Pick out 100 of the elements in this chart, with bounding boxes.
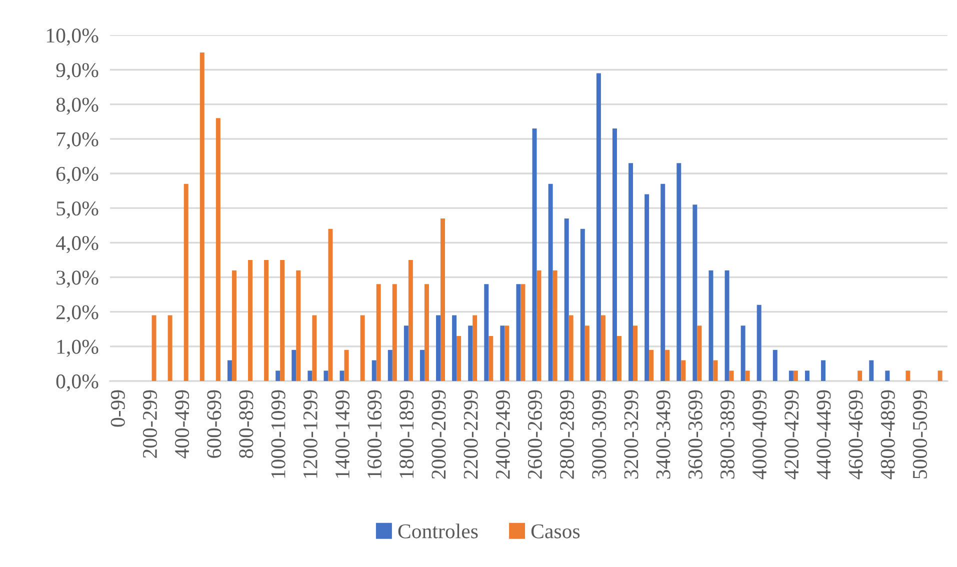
bar [340, 370, 344, 382]
bar [372, 360, 376, 382]
x-tick-label: 600-699 [207, 390, 222, 458]
bar [740, 326, 746, 382]
bar [344, 350, 349, 382]
bar [292, 350, 296, 382]
x-tick-label: 3400-3499 [656, 390, 670, 479]
x-tick-label: 3800-3899 [720, 390, 734, 479]
bar [516, 284, 521, 382]
bar [649, 350, 654, 382]
x-tick-label: 3600-3699 [688, 390, 702, 479]
x-tick-label: 5000-5099 [912, 390, 927, 478]
bar [388, 350, 392, 382]
bar [644, 194, 650, 382]
bar [628, 163, 634, 382]
bar [472, 315, 478, 382]
bar [436, 315, 441, 382]
bar [772, 350, 778, 382]
bar [520, 284, 526, 382]
bar [276, 370, 280, 382]
x-tick-label: 4400-4499 [816, 390, 831, 480]
legend-label: Casos [531, 524, 580, 538]
bar [324, 370, 328, 382]
x-tick-label: 2400-2499 [496, 390, 510, 479]
bar [580, 228, 585, 382]
x-tick-label: 3200-3299 [624, 390, 638, 479]
x-tick-label: 2800-2899 [560, 390, 574, 479]
y-tick-label: 10,0% [46, 28, 98, 46]
bar [280, 260, 285, 382]
bar [612, 128, 617, 382]
bar [548, 184, 553, 382]
bar [938, 370, 942, 382]
bar [713, 360, 718, 382]
bar [729, 370, 734, 382]
bar [697, 326, 702, 382]
y-tick-label: 8,0% [56, 98, 98, 115]
x-tick-label: 1200-1299 [303, 390, 318, 478]
x-tick-label: 1400-1499 [335, 390, 350, 478]
bar [869, 360, 874, 382]
y-tick-label: 2,0% [56, 305, 98, 322]
bar [858, 370, 862, 382]
x-tick-label: 1600-1699 [368, 390, 382, 478]
x-tick-label: 2200-2299 [464, 390, 478, 479]
bar [312, 315, 317, 382]
bar [568, 315, 574, 382]
x-tick-label: 400-499 [175, 390, 190, 458]
bar [248, 260, 253, 382]
bar [724, 270, 730, 382]
bar [633, 326, 638, 382]
bar [227, 360, 232, 382]
bar [745, 370, 750, 382]
bar [504, 326, 510, 382]
bar [564, 218, 569, 382]
bar [885, 370, 890, 382]
bar [184, 184, 188, 382]
bar [232, 270, 236, 382]
y-tick-label: 1,0% [57, 340, 98, 357]
bar [308, 370, 312, 382]
x-tick-label: 4000-4099 [752, 390, 767, 480]
bar [392, 284, 397, 382]
bar [804, 370, 810, 382]
bar [168, 315, 172, 382]
x-tick-label: 4800-4899 [880, 390, 895, 480]
bar [452, 315, 457, 382]
y-tick-label: 5,0% [56, 201, 98, 219]
bar [488, 336, 494, 382]
legend-label: Controles [398, 524, 478, 538]
bar [616, 336, 622, 382]
bar [584, 326, 590, 382]
bar [216, 118, 220, 382]
x-tick-label: 1800-1899 [400, 390, 414, 478]
bar [708, 270, 714, 382]
bar [296, 270, 301, 382]
bar [500, 326, 505, 382]
x-tick-label: 4200-4299 [784, 390, 799, 480]
bar [404, 326, 408, 382]
y-tick-label: 0,0% [56, 374, 98, 392]
bar [788, 370, 794, 382]
y-tick-label: 7,0% [56, 132, 98, 150]
bar [456, 336, 462, 382]
bar [665, 350, 670, 382]
y-tick-label: 9,0% [56, 63, 98, 80]
bar [440, 218, 446, 382]
x-tick-label: 4600-4699 [848, 390, 863, 480]
bar [552, 270, 558, 382]
x-tick-label: 2600-2699 [528, 390, 542, 479]
bar [484, 284, 489, 382]
bar [360, 315, 365, 382]
bar [376, 284, 381, 382]
bar [600, 315, 606, 382]
bar [536, 270, 542, 382]
bar [676, 163, 682, 382]
bar [200, 52, 204, 382]
bar [328, 228, 333, 382]
bar [906, 370, 910, 382]
x-tick-label: 2000-2099 [432, 390, 446, 479]
bar [660, 184, 666, 382]
bar [756, 304, 762, 382]
bar [681, 360, 686, 382]
x-tick-label: 3000-3099 [592, 390, 606, 479]
